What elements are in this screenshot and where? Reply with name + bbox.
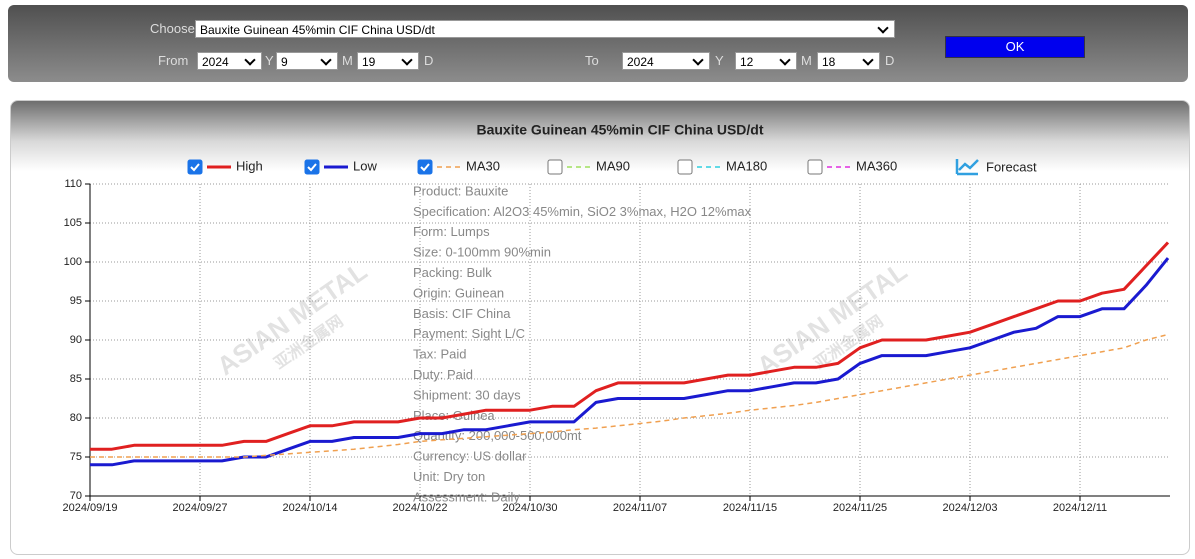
m-label: M: [801, 53, 812, 68]
annotation-line: Tax: Paid: [413, 347, 466, 362]
choose-label: Choose: [150, 21, 195, 36]
x-tick-label: 2024/11/07: [613, 502, 667, 514]
legend-label: MA90: [596, 158, 630, 173]
annotation-line: Shipment: 30 days: [413, 387, 521, 402]
d-label: D: [885, 53, 895, 68]
annotation-line: Duty: Paid: [413, 367, 473, 382]
annotation-line: Origin: Guinean: [413, 285, 504, 300]
legend-checkbox: [304, 159, 320, 175]
y-label: Y: [715, 53, 724, 68]
annotation-line: Currency: US dollar: [413, 449, 527, 464]
y-tick-label: 85: [70, 373, 82, 385]
product-select[interactable]: Bauxite Guinean 45%min CIF China USD/dt: [195, 20, 895, 38]
m-label: M: [342, 53, 353, 68]
check: [307, 163, 317, 172]
annotation-line: Payment: Sight L/C: [413, 326, 525, 341]
forecast-icon: [955, 159, 979, 176]
legend-checkbox: [807, 159, 823, 175]
x-tick-label: 2024/09/19: [62, 502, 117, 514]
x-tick-label: 2024/10/14: [282, 502, 337, 514]
legend-label: MA360: [856, 158, 897, 173]
annotation-line: Product: Bauxite: [413, 183, 508, 198]
annotation-line: Basis: CIF China: [413, 306, 511, 321]
x-tick-label: 2024/10/30: [502, 502, 557, 514]
series-line: [90, 257, 1170, 467]
chart-panel: [10, 100, 1190, 555]
series-line: [90, 241, 1170, 451]
x-tick-label: 2024/09/27: [172, 502, 227, 514]
x-tick-label: 2024/11/25: [833, 502, 887, 514]
ok-button[interactable]: OK: [945, 36, 1085, 58]
x-tick-label: 2024/12/03: [942, 502, 997, 514]
annotation-line: Size: 0-100mm 90%min: [413, 245, 551, 260]
y-tick-label: 110: [64, 178, 82, 190]
chart-title: Bauxite Guinean 45%min CIF China USD/dt: [476, 122, 763, 138]
legend-checkbox: [547, 159, 563, 175]
annotation-line: Unit: Dry ton: [413, 469, 485, 484]
annotation-line: Specification: Al2O3 45%min, SiO2 3%max,…: [413, 204, 752, 219]
from-label: From: [158, 53, 189, 68]
series-line: [90, 333, 1169, 458]
y-tick-label: 105: [64, 217, 82, 229]
from-month-select[interactable]: 9: [276, 52, 338, 70]
from-day-select[interactable]: 19: [357, 52, 419, 70]
x-tick-label: 2024/11/15: [723, 502, 777, 514]
d-label: D: [424, 53, 434, 68]
y-tick-label: 100: [64, 256, 82, 268]
annotation-line: Assessment: Daily: [413, 489, 520, 504]
to-year-select[interactable]: 2024: [622, 52, 710, 70]
legend-label: High: [236, 158, 263, 173]
legend-checkbox: [187, 159, 203, 175]
annotation-line: Form: Lumps: [413, 224, 490, 239]
legend-label: Forecast: [986, 159, 1037, 174]
y-tick-label: 70: [70, 490, 82, 502]
y-tick-label: 75: [70, 451, 82, 463]
annotation-line: Packing: Bulk: [413, 265, 492, 280]
to-day-select[interactable]: 18: [817, 52, 880, 70]
from-year-select[interactable]: 2024: [197, 52, 262, 70]
legend-label: Low: [353, 158, 377, 173]
x-tick-label: 2024/12/11: [1053, 502, 1107, 514]
check: [190, 163, 200, 172]
check: [420, 163, 430, 172]
y-tick-label: 95: [70, 295, 82, 307]
y-tick-label: 90: [70, 334, 82, 346]
to-month-select[interactable]: 12: [735, 52, 797, 70]
legend-label: MA180: [726, 158, 767, 173]
y-label: Y: [265, 53, 274, 68]
x-tick-label: 2024/10/22: [392, 502, 447, 514]
legend-checkbox: [417, 159, 433, 175]
legend-checkbox: [677, 159, 693, 175]
y-tick-label: 80: [70, 412, 82, 424]
legend-label: MA30: [466, 158, 500, 173]
to-label: To: [585, 53, 599, 68]
